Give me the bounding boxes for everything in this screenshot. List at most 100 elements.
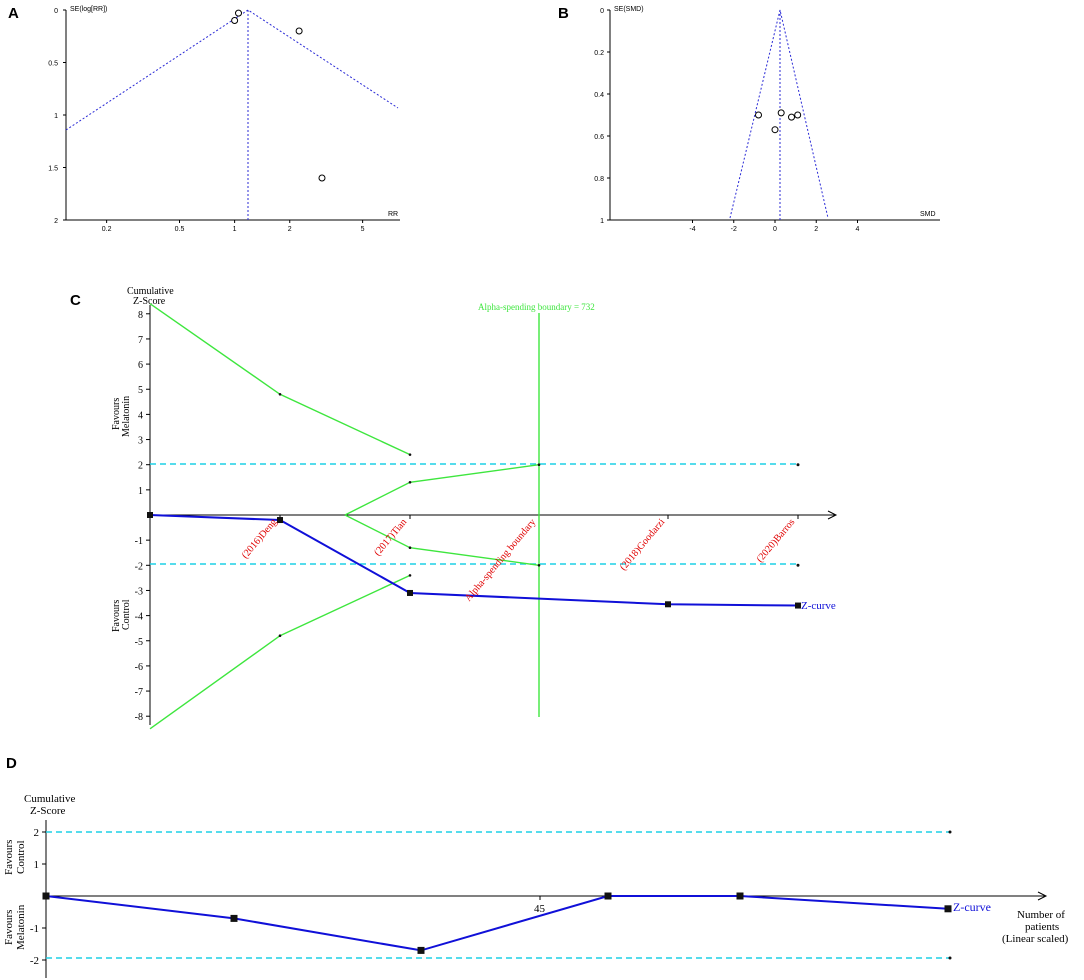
panel-a-ylabel: SE(log[RR])	[70, 6, 107, 13]
panel-b-ytick-label: 0.6	[594, 134, 604, 141]
panel-b-xlabel: SMD	[920, 211, 936, 218]
panel-c-ylabel-line1: Cumulative	[127, 286, 174, 297]
panel-d-zcurve-point	[230, 914, 238, 922]
panel-c-ytick-label: -8	[135, 712, 143, 723]
panel-b-study-point	[771, 126, 779, 134]
panel-b-ytick-label: 0	[600, 8, 604, 15]
panel-d-zcurve-label: Z-curve	[953, 900, 991, 914]
panel-c-threshold-end	[796, 563, 800, 567]
panel-c-ytick-label: -4	[135, 612, 143, 623]
panel-c-ytick-label: 4	[138, 410, 143, 421]
panel-c-favours-bottom-2: Control	[121, 599, 132, 630]
panel-c-ytick-label: -6	[135, 662, 143, 673]
panel-c-ytick-label: -3	[135, 586, 143, 597]
panel-d-favours-top-2: Control	[15, 840, 27, 874]
panel-c-boundary-point	[408, 481, 412, 484]
panel-a-ytick-label: 0.5	[48, 61, 58, 68]
panel-c-boundary-point	[408, 574, 412, 577]
panel-d-zcurve-point	[604, 892, 612, 900]
panel-b-xtick-label: -2	[731, 226, 737, 233]
panel-c-zcurve-label: Z-curve	[801, 600, 836, 612]
panel-c-boundary-point	[537, 564, 541, 567]
panel-d-threshold-upper-end	[948, 830, 952, 834]
panel-c-zcurve-point	[147, 512, 153, 518]
panel-b-ytick-label: 0.2	[594, 50, 604, 57]
panel-c-ytick-label: 1	[138, 486, 143, 497]
panel-c-boundary-point	[408, 546, 412, 549]
panel-d-xlabel-line2: patients	[1025, 921, 1059, 933]
panel-d-ylabel-line1: Cumulative	[24, 793, 75, 805]
panel-d-zcurve-point	[42, 892, 50, 900]
panel-b-ylabel: SE(SMD)	[614, 6, 644, 13]
panel-d-favours-top-1: Favours	[3, 840, 15, 875]
panel-c-ytick-label: 2	[138, 461, 143, 472]
panel-a-ytick-label: 1.5	[48, 166, 58, 173]
panel-a-study-point	[318, 174, 326, 182]
panel-b: B SE(SMD) SMD 0 0.2 0.4 0.6 0.8 1 -4 -2 0 2 4	[558, 5, 940, 233]
panel-d-threshold-lower-end	[948, 956, 952, 960]
panel-c-threshold-end	[796, 463, 800, 467]
panel-d-ytick-label: 1	[34, 859, 40, 871]
panel-a-study-point	[295, 27, 303, 35]
panel-c-zcurve-point	[665, 601, 671, 608]
panel-c-ytick-label: -1	[135, 536, 143, 547]
panel-a-xtick-label: 5	[361, 226, 365, 233]
panel-c-study-label: (2020)Barros	[755, 517, 798, 565]
panel-b-study-point	[777, 109, 785, 117]
panel-d: D Cumulative Z-Score Favours Control Fav…	[3, 755, 1069, 978]
panel-a-funnel-lines	[65, 9, 399, 131]
panel-d-favours-bottom-2: Melatonin	[15, 904, 27, 950]
panel-b-study-point	[794, 111, 802, 119]
panel-c-ytick-label: -5	[135, 637, 143, 648]
panel-c-x-arrow	[827, 510, 838, 520]
panel-d-ytick-label: -2	[30, 955, 39, 967]
panel-c: C Cumulative Z-Score Favours Melatonin F…	[70, 286, 838, 730]
panel-c-ytick-label: -2	[135, 561, 143, 572]
panel-d-zcurve-point	[736, 892, 744, 900]
panel-a: A SE(log[RR]) RR 0 0.5 1 1.5 2 0.2 0.5 1 2 5	[8, 5, 400, 233]
panel-a-xtick-label: 2	[288, 226, 292, 233]
panel-d-xlabel-line1: Number of	[1017, 909, 1065, 921]
panel-d-ytick-label: -1	[30, 923, 39, 935]
panel-c-ytick-label: -7	[135, 687, 143, 698]
panel-c-ytick-label: 7	[138, 335, 143, 346]
panel-c-favours-top-2: Melatonin	[121, 396, 132, 437]
panel-d-ytick-label: 2	[34, 827, 40, 839]
panel-c-ytick-label: 5	[138, 385, 143, 396]
panel-d-favours-bottom-1: Favours	[3, 910, 15, 945]
panel-a-letter: A	[8, 5, 19, 22]
panel-c-zcurve-point	[277, 517, 283, 524]
panel-c-boundary-label: Alpha-spending boundary = 732	[478, 302, 595, 312]
panel-c-boundary-point	[408, 453, 412, 456]
panel-c-zcurve-point	[407, 589, 413, 596]
panel-a-ytick-label: 1	[54, 113, 58, 120]
panel-c-ylabel-line2: Z-Score	[133, 296, 166, 307]
panel-c-alpha-boundary-segment	[344, 464, 540, 516]
panel-b-study-point	[755, 111, 762, 119]
panel-a-study-point	[231, 17, 239, 24]
panel-c-ytick-label: 8	[138, 310, 143, 321]
panel-c-boundary-point	[278, 634, 282, 638]
panel-b-ytick-label: 1	[600, 218, 604, 225]
panel-d-ylabel-line2: Z-Score	[30, 805, 66, 817]
panel-d-letter: D	[6, 755, 17, 772]
panel-c-study-label: Alpha-spending boundary	[463, 517, 538, 604]
panel-c-alpha-boundary-segment	[149, 303, 411, 456]
panel-c-boundary-point	[537, 463, 541, 466]
panel-c-favours-bottom-1: Favours	[111, 600, 122, 632]
panel-a-xlabel: RR	[388, 211, 398, 218]
panel-d-zcurve-line	[45, 895, 949, 952]
panel-b-letter: B	[558, 5, 569, 22]
panel-a-xtick-label: 0.5	[175, 226, 185, 233]
panel-c-ytick-label: 6	[138, 360, 143, 371]
panel-a-xtick-label: 0.2	[102, 226, 112, 233]
panel-c-boundary-point	[278, 392, 282, 396]
panel-d-x-arrow	[1037, 891, 1048, 901]
panel-b-xtick-label: 4	[856, 226, 860, 233]
panel-d-zcurve-point	[944, 905, 952, 913]
panel-a-ytick-label: 2	[54, 218, 58, 225]
panel-c-study-label: (2016)Deng	[240, 517, 279, 561]
panel-c-letter: C	[70, 292, 81, 309]
panel-b-study-point	[788, 113, 795, 121]
